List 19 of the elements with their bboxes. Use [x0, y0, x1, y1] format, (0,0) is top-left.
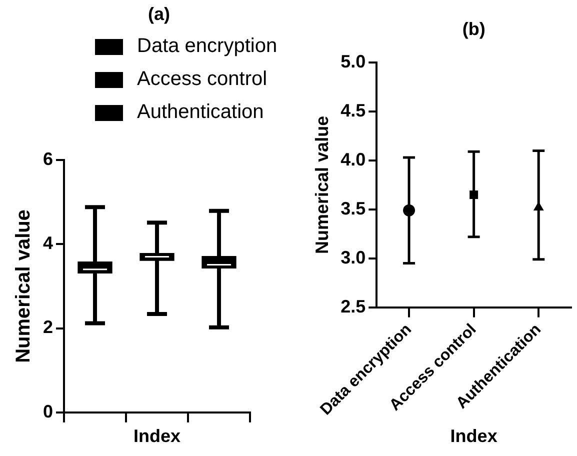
y-axis-title: Numerical value	[312, 116, 332, 254]
legend-label: Authentication	[137, 101, 264, 124]
legend-label: Data encryption	[137, 35, 278, 58]
y-tick-label: 4.0	[340, 149, 366, 170]
y-tick-label: 2	[42, 317, 54, 338]
x-axis-title: Index	[450, 426, 498, 446]
y-tick-label: 0	[42, 401, 54, 422]
y-tick-label: 6	[42, 148, 54, 169]
y-axis-title: Numerical value	[12, 209, 35, 363]
y-tick-label: 2.5	[340, 296, 366, 316]
y-tick-label: 4.5	[340, 100, 366, 121]
y-tick-label: 4	[42, 233, 54, 254]
chart-title: (a)	[148, 4, 170, 25]
x-axis-title: Index	[134, 426, 181, 446]
y-tick-label: 3.0	[340, 247, 366, 268]
y-tick-label: 5.0	[340, 52, 366, 72]
chart-title: (b)	[462, 18, 486, 39]
legend-label: Access control	[137, 68, 268, 91]
y-tick-label: 3.5	[340, 198, 366, 218]
